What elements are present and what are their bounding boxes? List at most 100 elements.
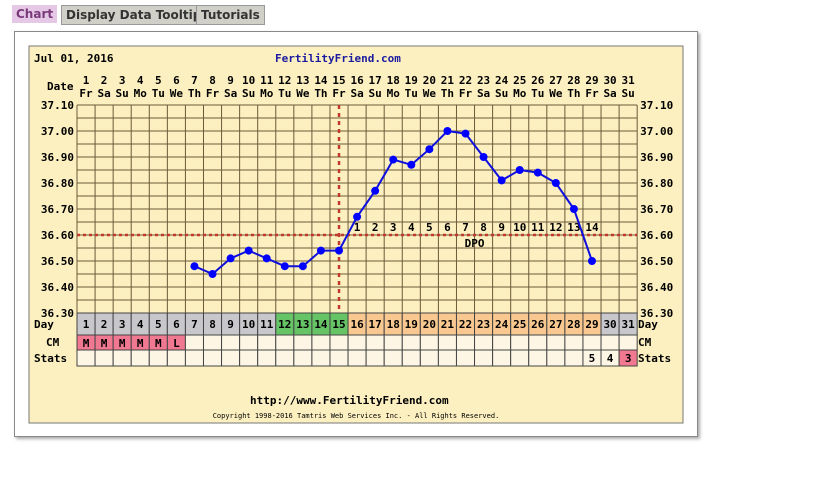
dpo-label: 2 [372,221,379,234]
temperature-point [226,254,235,263]
y-tick-right: 36.70 [640,203,673,216]
day-number: 9 [227,318,234,331]
stats-cell [329,349,349,367]
tab-chart[interactable]: Chart [12,5,58,23]
weekday-tick: Su [242,87,255,100]
weekday-tick: Tu [531,87,544,100]
weekday-tick: Su [622,87,635,100]
tab-display-data-tooltip[interactable]: Display Data Tooltip [61,5,207,25]
cm-cell [347,334,367,351]
brand-link[interactable]: FertilityFriend.com [275,52,401,65]
day-number: 30 [603,318,616,331]
date-tick: 23 [477,74,490,87]
stats-cell [546,349,566,367]
stats-cell [437,349,457,367]
cm-cell [528,334,548,351]
cm-cell [510,334,530,351]
day-number: 10 [242,318,255,331]
weekday-tick: Th [314,87,327,100]
footer-url[interactable]: http://www.FertilityFriend.com [250,394,449,407]
stats-cell [474,349,494,367]
weekday-tick: Sa [97,87,110,100]
cm-cell [221,334,241,351]
stats-cell [528,349,548,367]
temperature-point [551,179,560,187]
weekday-tick: Sa [224,87,237,100]
day-number: 29 [585,318,598,331]
dpo-label: 1 [354,221,361,234]
y-tick-right: 36.30 [640,307,673,320]
day-number: 5 [155,318,162,331]
temperature-point [515,166,524,174]
y-tick-left: 36.90 [41,151,74,164]
y-tick-right: 37.10 [640,99,673,112]
dpo-label: 13 [567,221,580,234]
weekday-tick: Su [369,87,382,100]
cm-cell [383,334,403,351]
temperature-point [425,145,434,154]
stats-cell [492,349,512,367]
y-tick-left: 36.70 [41,203,74,216]
date-tick: 5 [155,74,162,87]
day-number: 27 [549,318,562,331]
cm-label-right: CM [638,336,652,349]
weekday-tick: Mo [513,87,527,100]
date-tick: 7 [191,74,198,87]
weekday-tick: Sa [350,87,363,100]
dpo-label: 11 [531,221,545,234]
dpo-label: 12 [549,221,562,234]
weekday-tick: Su [495,87,508,100]
stats-cell [257,349,277,367]
weekday-tick: Tu [405,87,418,100]
cm-cell [600,334,620,351]
stats-cell [564,349,584,367]
date-tick: 16 [350,74,364,87]
cm-cell [492,334,512,351]
temperature-point [208,270,217,278]
day-number: 13 [296,318,309,331]
date-tick: 26 [531,74,545,87]
tab-tutorials[interactable]: Tutorials [196,5,265,25]
date-tick: 17 [369,74,382,87]
date-tick: 31 [622,74,636,87]
stats-cell [401,349,421,367]
day-number: 16 [350,318,364,331]
date-tick: 13 [296,74,309,87]
dpo-label: 14 [585,221,599,234]
weekday-tick: Sa [603,87,616,100]
temperature-point [569,205,578,213]
dpo-label: 7 [462,221,469,234]
y-tick-right: 36.60 [640,229,673,242]
date-label: Date [47,80,74,93]
stats-value: 5 [589,352,596,365]
day-number: 21 [441,318,455,331]
temperature-point [587,257,596,265]
stats-cell [293,349,313,367]
temperature-point [280,262,289,271]
date-tick: 21 [441,74,455,87]
dpo-label: 9 [498,221,505,234]
date-tick: 29 [585,74,598,87]
date-tick: 12 [278,74,291,87]
stats-cell [166,349,186,367]
stats-cell [365,349,385,367]
dpo-label: 6 [444,221,451,234]
temperature-point [316,246,325,255]
day-number: 31 [622,318,636,331]
weekday-tick: Fr [79,87,93,100]
dpo-label: 4 [408,221,415,234]
day-number: 15 [332,318,345,331]
weekday-tick: Fr [206,87,220,100]
stats-cell [94,349,114,367]
date-tick: 25 [513,74,526,87]
cm-cell [184,334,204,351]
temperature-point [244,246,253,255]
weekday-tick: We [423,87,437,100]
cm-cell [311,334,331,351]
stats-cell [618,349,638,367]
footer-copyright: Copyright 1998-2016 Tamtris Web Services… [213,412,500,420]
stats-cell [148,349,168,367]
stats-cell [455,349,476,367]
stats-cell [112,349,132,367]
day-label-right: Day [638,318,658,331]
